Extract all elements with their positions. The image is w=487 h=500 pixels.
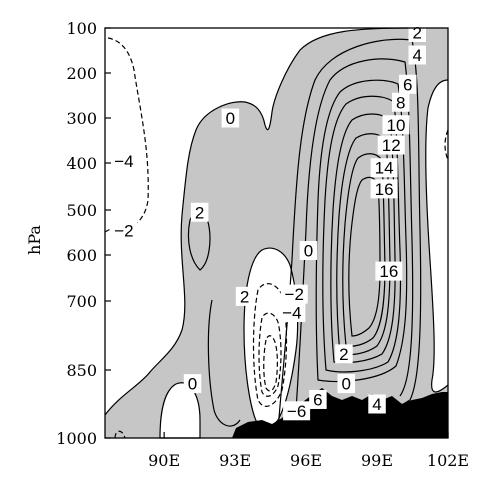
contour-neg-left-a	[107, 37, 149, 229]
y-tick-label: 500	[66, 201, 97, 220]
x-tick-label: 99E	[361, 451, 393, 470]
contour-label-bg	[375, 261, 403, 281]
contour-label-bg	[382, 115, 410, 135]
contour-label-bg	[309, 389, 327, 409]
contour-label: −2	[114, 221, 133, 240]
contour-label-bg	[399, 74, 417, 94]
contour-label-bg	[190, 202, 209, 222]
contour-label: 0	[188, 375, 197, 394]
contour-label-bg	[335, 344, 353, 364]
contour-label: 4	[413, 46, 422, 65]
contour-label-bg	[377, 135, 405, 155]
contour-label: −2	[285, 285, 304, 304]
contour-label-bg	[370, 158, 398, 178]
y-tick-label: 300	[66, 109, 97, 128]
contour-label: 8	[396, 93, 405, 112]
y-tick-label: 850	[66, 361, 97, 380]
contour-label: 4	[372, 395, 381, 414]
contour-neg-right	[444, 129, 449, 161]
y-tick-label: 600	[66, 246, 97, 265]
plot-frame	[104, 27, 449, 439]
y-tick-label: 100	[66, 19, 97, 38]
zero-contour-outline	[104, 27, 411, 416]
contour-label: 0	[342, 375, 351, 394]
contour-label-bg	[370, 179, 398, 199]
y-tick-label: 400	[66, 154, 97, 173]
y-axis: 100 200 300 400 500 600 700 850 1000	[56, 19, 111, 448]
contour-label-bg	[391, 92, 410, 112]
contour-label: 2	[413, 24, 422, 43]
contour-label-bg	[408, 45, 426, 65]
x-tick-label: 93E	[219, 451, 251, 470]
y-tick-label: 200	[66, 64, 97, 83]
contour-label-bg	[110, 151, 138, 171]
contour-label: 6	[313, 390, 322, 409]
positive-shading	[105, 28, 449, 439]
contour-2	[277, 38, 422, 431]
contour-neg2	[252, 283, 288, 407]
contour-label: 12	[382, 136, 401, 155]
contour-label: 0	[226, 109, 235, 128]
contour-label: 6	[403, 75, 412, 94]
negative-region-bottomleft	[159, 382, 201, 439]
y-axis-title: hPa	[25, 225, 44, 255]
contour-label: 16	[379, 262, 398, 281]
contour-4	[295, 58, 414, 411]
contour-neg6	[263, 335, 278, 392]
contour-2-lower	[207, 299, 241, 427]
contour-neg-bottom	[114, 430, 126, 439]
contour-label: 10	[386, 116, 405, 135]
contour-neg4	[258, 312, 282, 397]
contour-label-bg	[299, 241, 318, 260]
terrain	[232, 388, 448, 438]
contour-label-bg	[221, 108, 240, 128]
contour-label: 2	[195, 203, 204, 222]
negative-region-right	[425, 79, 449, 393]
contour-label-bg	[110, 220, 138, 240]
x-tick-label: 90E	[148, 451, 180, 470]
contour-label-bg	[283, 401, 311, 421]
x-axis: 90E 93E 96E 99E 102E	[148, 432, 469, 470]
contour-label: 14	[375, 159, 394, 178]
contour-label: 0	[304, 242, 313, 261]
contour-label: −4	[282, 304, 301, 323]
contour-label-bg	[183, 374, 202, 394]
contour-label-bg	[337, 374, 356, 394]
contour-label: 2	[240, 287, 249, 306]
y-tick-label: 700	[66, 292, 97, 311]
contour-label-bg	[280, 284, 308, 304]
contour-label: −6	[287, 402, 306, 421]
negative-contours	[104, 37, 449, 439]
x-tick-label: 102E	[427, 451, 469, 470]
y-tick-label: 1000	[56, 429, 97, 448]
contour-label: −4	[114, 152, 133, 171]
x-tick-label: 96E	[290, 451, 322, 470]
contour-6	[315, 79, 408, 383]
contour-label: 2	[339, 345, 348, 364]
contour-label: 16	[375, 180, 394, 199]
shaded-region-main	[105, 28, 448, 438]
contour-label-bg	[235, 286, 254, 306]
contour-label-bg	[278, 303, 306, 322]
contour-label-bg	[368, 394, 386, 414]
